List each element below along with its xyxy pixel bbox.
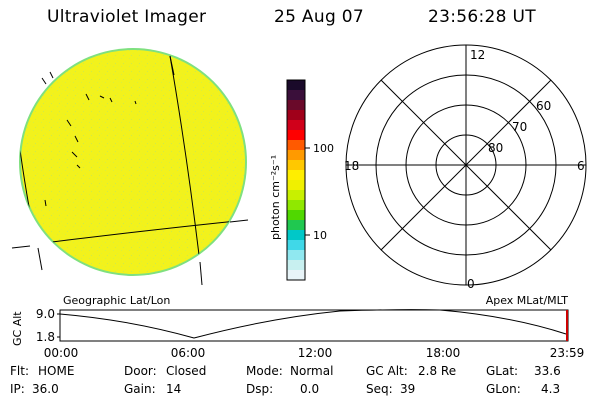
colorbar-segment: [287, 200, 305, 211]
colorbar-segment: [287, 130, 305, 141]
meridian-line: [199, 261, 203, 286]
colorbar-unit-label: photon cm⁻²s⁻¹: [269, 155, 282, 240]
gain-value: 14: [166, 382, 182, 396]
latitude-line: [11, 245, 31, 249]
glon-label: GLon:: [486, 382, 521, 396]
colorbar-segment: [287, 90, 305, 101]
ip-label: IP:: [10, 382, 25, 396]
polar-grid: [345, 44, 587, 286]
colorbar-segment: [287, 150, 305, 161]
time-label: 23:56:28 UT: [428, 7, 536, 27]
alt-x-tick-label: 23:59: [550, 346, 585, 360]
colorbar-segment: [287, 220, 305, 231]
mlt-label-12: 12: [470, 48, 485, 62]
meridian-line: [169, 55, 175, 76]
glon-value: 4.3: [541, 382, 561, 396]
seq-label: Seq:: [366, 382, 393, 396]
colorbar-segment: [287, 260, 305, 271]
meridian-line: [37, 247, 43, 271]
glat-label: GLat:: [486, 364, 519, 378]
mode-value: Normal: [290, 364, 334, 378]
uvi-earth-disk: [11, 48, 249, 286]
colorbar-segment: [287, 160, 305, 171]
mode-label: Mode:: [246, 364, 283, 378]
dsp-value: 0.0: [300, 382, 320, 396]
colorbar-segment: [287, 240, 305, 251]
mlat-label-70: 70: [512, 120, 527, 134]
colorbar-segment: [287, 230, 305, 241]
door-label: Door:: [124, 364, 157, 378]
flt-label: Flt:: [10, 364, 29, 378]
date-label: 25 Aug 07: [274, 7, 364, 27]
instrument-title: Ultraviolet Imager: [47, 7, 207, 27]
latitude-line: [229, 219, 249, 223]
colorbar-tick-label: 10: [313, 229, 327, 242]
colorbar-segment: [287, 80, 305, 91]
mlt-label-18: 18: [344, 159, 359, 173]
colorbar-segment: [287, 110, 305, 121]
colorbar-frame: [286, 79, 306, 281]
alt-axis-label: GC Alt: [11, 311, 24, 346]
colorbar-segment: [287, 170, 305, 181]
glat-value: 33.6: [534, 364, 561, 378]
alt-x-tick-label: 06:00: [171, 346, 206, 360]
mlt-line-diagonal: [380, 79, 552, 251]
mlt-label-6: 6: [577, 159, 585, 173]
altitude-curve: [59, 309, 567, 339]
dsp-label: Dsp:: [246, 382, 274, 396]
disk-fill: [21, 50, 245, 274]
alt-y-tick-label: 9.0: [36, 307, 55, 321]
mlat-label-60: 60: [536, 99, 551, 113]
colorbar-tick-label: 100: [313, 142, 334, 155]
colorbar-segment: [287, 140, 305, 151]
alt-x-tick-label: 00:00: [44, 346, 79, 360]
gc-alt-value: 2.8 Re: [418, 364, 457, 378]
flt-value: HOME: [38, 364, 75, 378]
colorbar-segment: [287, 270, 305, 281]
altitude-plot-frame: [59, 309, 569, 342]
alt-x-tick-label: 12:00: [298, 346, 333, 360]
apex-label: Apex MLat/MLT: [486, 294, 569, 307]
meridian-line: [169, 55, 203, 275]
alt-y-tick-label: 1.8: [36, 330, 55, 344]
colorbar-segment: [287, 100, 305, 111]
gc-alt-label: GC Alt:: [366, 364, 408, 378]
colorbar-segment: [287, 250, 305, 261]
color-bar: [286, 79, 306, 281]
mlt-label-0: 0: [467, 277, 475, 291]
colorbar-segment: [287, 120, 305, 131]
geographic-label: Geographic Lat/Lon: [63, 294, 170, 307]
door-value: Closed: [166, 364, 207, 378]
header: Ultraviolet Imager 25 Aug 07 23:56:28 UT: [0, 0, 600, 36]
colorbar-segment: [287, 210, 305, 221]
altitude-plot: [57, 309, 569, 342]
coastline-fragments: [41, 71, 137, 207]
mlat-label-80: 80: [488, 141, 503, 155]
gain-label: Gain:: [124, 382, 156, 396]
colorbar-segment: [287, 190, 305, 201]
ip-value: 36.0: [32, 382, 59, 396]
colorbar-segment: [287, 180, 305, 191]
alt-x-tick-label: 18:00: [426, 346, 461, 360]
seq-value: 39: [400, 382, 416, 396]
